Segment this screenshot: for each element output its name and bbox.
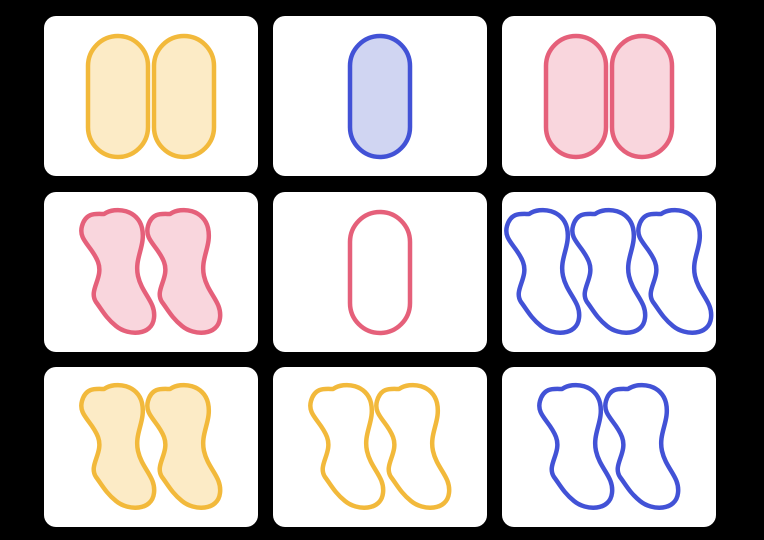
card-1[interactable]	[44, 16, 258, 176]
card-8[interactable]	[273, 367, 487, 527]
yellow-oval-symbol	[85, 33, 151, 160]
yellow-squiggle-symbol	[145, 382, 223, 510]
card-9[interactable]	[502, 367, 716, 527]
card-symbols	[347, 209, 413, 336]
blue-oval-symbol	[347, 33, 413, 160]
card-6[interactable]	[502, 192, 716, 352]
blue-squiggle-symbol	[504, 207, 582, 335]
yellow-squiggle-symbol	[308, 382, 386, 510]
pink-oval-symbol	[347, 209, 413, 336]
card-5[interactable]	[273, 192, 487, 352]
card-symbols	[79, 382, 223, 510]
card-symbols	[79, 207, 223, 335]
blue-squiggle-symbol	[537, 382, 615, 510]
yellow-squiggle-symbol	[79, 382, 157, 510]
pink-oval-symbol	[543, 33, 609, 160]
card-symbols	[308, 382, 452, 510]
card-3[interactable]	[502, 16, 716, 176]
pink-oval-symbol	[609, 33, 675, 160]
blue-squiggle-symbol	[636, 207, 714, 335]
card-7[interactable]	[44, 367, 258, 527]
card-2[interactable]	[273, 16, 487, 176]
card-4[interactable]	[44, 192, 258, 352]
card-symbols	[504, 207, 714, 335]
blue-squiggle-symbol	[570, 207, 648, 335]
pink-squiggle-symbol	[79, 207, 157, 335]
blue-squiggle-symbol	[603, 382, 681, 510]
card-symbols	[543, 33, 675, 160]
card-symbols	[347, 33, 413, 160]
card-symbols	[85, 33, 217, 160]
yellow-squiggle-symbol	[374, 382, 452, 510]
card-symbols	[537, 382, 681, 510]
pink-squiggle-symbol	[145, 207, 223, 335]
yellow-oval-symbol	[151, 33, 217, 160]
